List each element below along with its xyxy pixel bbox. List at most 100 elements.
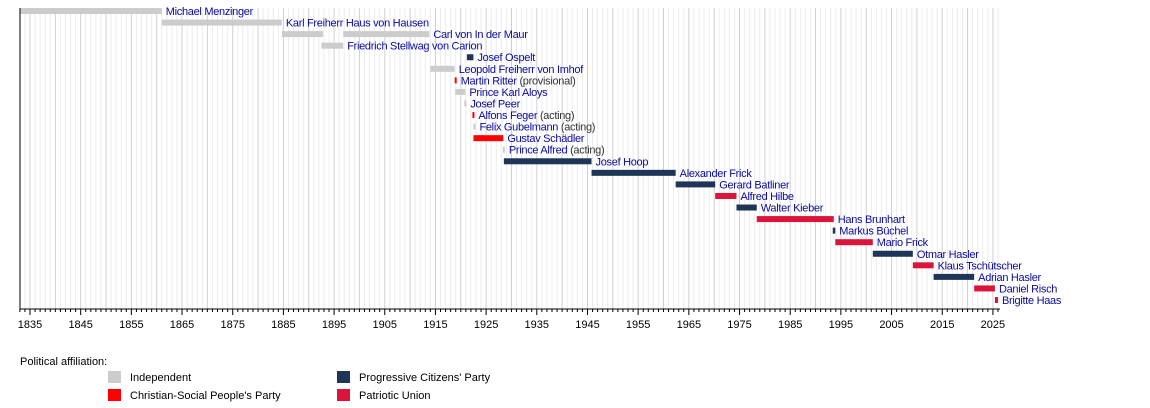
pm-name[interactable]: Josef Ospelt: [477, 52, 535, 64]
pm-label: Daniel Risch: [999, 283, 1057, 295]
pm-label: Walter Kieber: [761, 203, 824, 215]
term-bar: [321, 42, 344, 49]
pm-name[interactable]: Alfons Feger: [478, 110, 538, 122]
term-bar: [832, 227, 836, 234]
term-bar: [503, 158, 592, 165]
tick-label: 1895: [322, 319, 346, 331]
tick-label: 2025: [981, 319, 1005, 331]
pm-note: (acting): [537, 110, 574, 122]
pm-name[interactable]: Carl von In der Maur: [433, 29, 528, 41]
tick-label: 1865: [170, 319, 194, 331]
term-bar: [994, 297, 998, 303]
pm-label: Alfred Hilbe: [740, 191, 793, 203]
pm-name[interactable]: Hans Brunhart: [838, 214, 906, 226]
pm-name[interactable]: Daniel Risch: [999, 283, 1058, 295]
pm-name[interactable]: Karl Freiherr Haus von Hausen: [286, 18, 429, 30]
x-axis: 1835 1845 1855 1865 1875 1885 1895 1905 1915 1925…: [18, 8, 1005, 331]
legend-label: Progressive Citizens' Party: [359, 372, 491, 384]
pm-name[interactable]: Klaus Tschütscher: [938, 260, 1023, 272]
pm-name[interactable]: Martin Ritter: [461, 75, 518, 87]
pm-label: Markus Büchel: [839, 226, 908, 238]
gridlines: [19, 8, 999, 309]
pm-name[interactable]: Josef Peer: [470, 98, 521, 110]
term-bar: [281, 31, 323, 38]
legend-swatch: [108, 389, 121, 401]
tick-label: 2015: [930, 319, 954, 331]
legend-title: Political affiliation:: [20, 356, 107, 368]
tick-label: 1835: [18, 319, 42, 331]
term-bar: [464, 100, 467, 107]
term-bar: [912, 262, 934, 269]
legend-swatch: [337, 389, 350, 401]
pm-name[interactable]: Alexander Frick: [680, 168, 753, 180]
pm-name[interactable]: Brigitte Haas: [1002, 295, 1062, 307]
legend-label: Christian-Social People's Party: [130, 390, 281, 402]
tick-label: 1845: [68, 319, 92, 331]
legend-label: Patriotic Union: [359, 390, 431, 402]
pm-name[interactable]: Otmar Hasler: [917, 249, 980, 261]
tick-label: 1905: [373, 319, 397, 331]
tick-label: 1855: [119, 319, 143, 331]
tick-label: 1885: [271, 319, 295, 331]
pm-name[interactable]: Friedrich Stellwag von Carion: [347, 41, 482, 53]
pm-label: Josef Hoop: [596, 156, 649, 168]
tick-label: 1995: [829, 319, 853, 331]
pm-name[interactable]: Mario Frick: [877, 237, 929, 249]
pm-label: Karl Freiherr Haus von Hausen: [286, 18, 429, 30]
term-bar: [473, 123, 476, 130]
pm-name[interactable]: Gerard Batliner: [719, 179, 790, 191]
pm-label: Alfons Feger (acting): [478, 110, 574, 122]
tick-label: 1965: [677, 319, 701, 331]
tick-label: 1955: [626, 319, 650, 331]
tick-label: 1985: [778, 319, 802, 331]
term-bar: [473, 135, 504, 142]
term-bar: [430, 65, 455, 72]
pm-label: Mario Frick: [877, 237, 929, 249]
pm-name[interactable]: Markus Büchel: [839, 226, 908, 238]
pm-name[interactable]: Michael Menzinger: [166, 6, 254, 18]
term-bar: [591, 169, 676, 176]
term-bar: [756, 216, 834, 223]
pm-name[interactable]: Adrian Hasler: [978, 272, 1042, 284]
pm-note: (acting): [558, 122, 595, 134]
term-bar: [472, 112, 475, 119]
pm-label: Gerard Batliner: [719, 179, 790, 191]
pm-label: Klaus Tschütscher: [938, 260, 1023, 272]
pm-name[interactable]: Leopold Freiherr von Imhof: [459, 64, 585, 76]
pm-label: Friedrich Stellwag von Carion: [347, 41, 482, 53]
tick-label: 1925: [474, 319, 498, 331]
tick-label: 1915: [423, 319, 447, 331]
pm-label: Josef Peer: [470, 98, 520, 110]
term-bar: [161, 19, 282, 26]
pm-label: Josef Ospelt: [477, 52, 535, 64]
pm-name[interactable]: Gustav Schädler: [507, 133, 585, 145]
pm-name[interactable]: Walter Kieber: [761, 203, 824, 215]
legend-swatch: [337, 371, 350, 383]
pm-note: (acting): [567, 145, 604, 157]
legend-swatch: [108, 371, 121, 383]
pm-name[interactable]: Prince Karl Aloys: [469, 87, 548, 99]
term-bar: [715, 192, 737, 199]
legend-label: Independent: [130, 372, 191, 384]
pm-label: Martin Ritter (provisional): [461, 75, 576, 87]
tick-label: 1875: [220, 319, 244, 331]
bars: Michael Menzinger Karl Freiherr Haus von …: [19, 6, 1062, 307]
term-bar: [19, 8, 162, 14]
pm-label: Prince Karl Aloys: [469, 87, 548, 99]
tick-label: 1935: [525, 319, 549, 331]
term-bar: [466, 54, 474, 61]
tick-label: 1975: [727, 319, 751, 331]
term-bar: [343, 31, 430, 38]
pm-label: Felix Gubelmann (acting): [479, 122, 595, 134]
term-bar: [736, 204, 757, 211]
pm-name[interactable]: Prince Alfred: [509, 145, 568, 157]
pm-name[interactable]: Felix Gubelmann: [479, 122, 558, 134]
pm-name[interactable]: Alfred Hilbe: [740, 191, 794, 203]
pm-label: Alexander Frick: [680, 168, 753, 180]
pm-label: Carl von In der Maur: [433, 29, 528, 41]
pm-label: Prince Alfred (acting): [509, 145, 605, 157]
tick-label: 2005: [879, 319, 903, 331]
pm-name[interactable]: Josef Hoop: [596, 156, 649, 168]
pm-label: Gustav Schädler: [507, 133, 584, 145]
